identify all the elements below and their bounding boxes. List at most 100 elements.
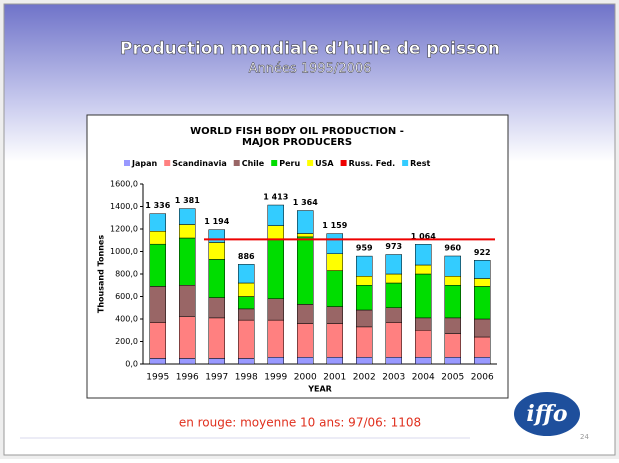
total-label: 886 — [238, 252, 255, 261]
x-tick-label: 1995 — [146, 373, 169, 383]
bar-segment — [179, 358, 196, 365]
legend-label: Japan — [131, 159, 158, 168]
bar-segment — [238, 282, 255, 297]
bar-segment — [474, 357, 491, 365]
bar-segment — [149, 286, 166, 323]
legend-swatch — [164, 160, 171, 166]
bar-segment — [267, 204, 284, 226]
bar-segment — [444, 317, 461, 334]
x-axis-label: YEAR — [307, 385, 332, 394]
y-tick-label: 1400,0 — [110, 202, 138, 211]
bar-segment — [326, 270, 343, 307]
x-tick-label: 2002 — [353, 373, 376, 383]
x-tick-label: 2000 — [294, 373, 317, 383]
bar-segment — [415, 264, 432, 275]
bar-segment — [238, 296, 255, 310]
total-label: 1 064 — [411, 232, 436, 241]
legend-swatch — [402, 160, 409, 166]
logo-oval — [514, 392, 580, 436]
bar-segment — [385, 322, 402, 358]
bar-segment — [385, 282, 402, 308]
total-label: 1 336 — [145, 201, 170, 210]
bar-segment — [149, 231, 166, 245]
bar-segment — [415, 330, 432, 358]
bar-segment — [415, 357, 432, 365]
bar-segment — [356, 357, 373, 365]
bar-segment — [149, 358, 166, 365]
bar-segment — [474, 260, 491, 279]
bar-segment — [474, 286, 491, 320]
x-tick-label: 2001 — [323, 373, 346, 383]
footnote: en rouge: moyenne 10 ans: 97/06: 1108 — [179, 416, 421, 430]
logo: iffo — [526, 401, 567, 427]
bar-segment — [267, 238, 284, 299]
bar-segment — [267, 298, 284, 321]
bar-segment — [385, 254, 402, 275]
slide-title: Production mondiale d’huile de poisson — [120, 39, 500, 59]
total-label: 1 381 — [175, 196, 200, 205]
y-tick-label: 400,0 — [115, 315, 138, 324]
total-label: 1 364 — [293, 198, 318, 207]
bar-segment — [356, 255, 373, 277]
y-tick-label: 0,0 — [125, 360, 138, 369]
bar-segment — [238, 358, 255, 365]
legend-swatch — [271, 160, 278, 166]
bar-segment — [238, 264, 255, 284]
x-tick-label: 2006 — [471, 373, 494, 383]
chart-title: WORLD FISH BODY OIL PRODUCTION - — [190, 126, 404, 137]
bar-segment — [179, 237, 196, 286]
total-label: 1 159 — [322, 221, 347, 230]
bar-segment — [238, 308, 255, 321]
bar-segment — [297, 210, 314, 234]
bar-segment — [474, 336, 491, 358]
bar-segment — [267, 225, 284, 240]
bar-segment — [415, 273, 432, 319]
bar-segment — [149, 322, 166, 359]
bar-segment — [208, 259, 225, 298]
bar-segment — [297, 323, 314, 358]
bar-segment — [444, 276, 461, 286]
bar-segment — [356, 326, 373, 358]
total-label: 959 — [356, 244, 373, 253]
bar-segment — [297, 357, 314, 365]
x-tick-label: 2003 — [382, 373, 405, 383]
x-tick-label: 2005 — [441, 373, 464, 383]
bar-segment — [179, 316, 196, 359]
bar-segment — [267, 319, 284, 358]
bar-segment — [444, 285, 461, 319]
bar-segment — [149, 213, 166, 232]
y-tick-label: 1600,0 — [110, 180, 138, 189]
chart: WORLD FISH BODY OIL PRODUCTION -MAJOR PR… — [97, 126, 497, 394]
bar-segment — [326, 253, 343, 271]
bar-segment — [356, 276, 373, 286]
y-axis-label: Thousand Tonnes — [97, 235, 106, 313]
bar-segment — [297, 236, 314, 305]
bar-segment — [356, 285, 373, 311]
legend-swatch — [233, 160, 240, 166]
x-tick-label: 1997 — [205, 373, 228, 383]
bar-segment — [474, 278, 491, 287]
y-tick-label: 800,0 — [115, 270, 138, 279]
bar-segment — [179, 224, 196, 239]
total-label: 1 413 — [263, 193, 288, 202]
bar-segment — [385, 307, 402, 323]
legend-swatch — [307, 160, 314, 166]
bar-segment — [444, 357, 461, 365]
bar-segment — [326, 357, 343, 365]
x-tick-label: 1998 — [235, 373, 258, 383]
bar-segment — [326, 323, 343, 358]
bar-segment — [415, 244, 432, 266]
x-tick-label: 1999 — [264, 373, 287, 383]
bar-segment — [208, 297, 225, 319]
bar-segment — [326, 233, 343, 255]
bar-segment — [297, 233, 314, 238]
bar-segment — [267, 357, 284, 365]
total-label: 973 — [385, 242, 402, 251]
legend-label: Chile — [242, 159, 265, 168]
page-number: 24 — [580, 433, 589, 441]
bar-segment — [444, 255, 461, 277]
bar-segment — [208, 229, 225, 243]
legend-label: Rest — [410, 159, 430, 168]
chart-title: MAJOR PRODUCERS — [242, 137, 352, 148]
